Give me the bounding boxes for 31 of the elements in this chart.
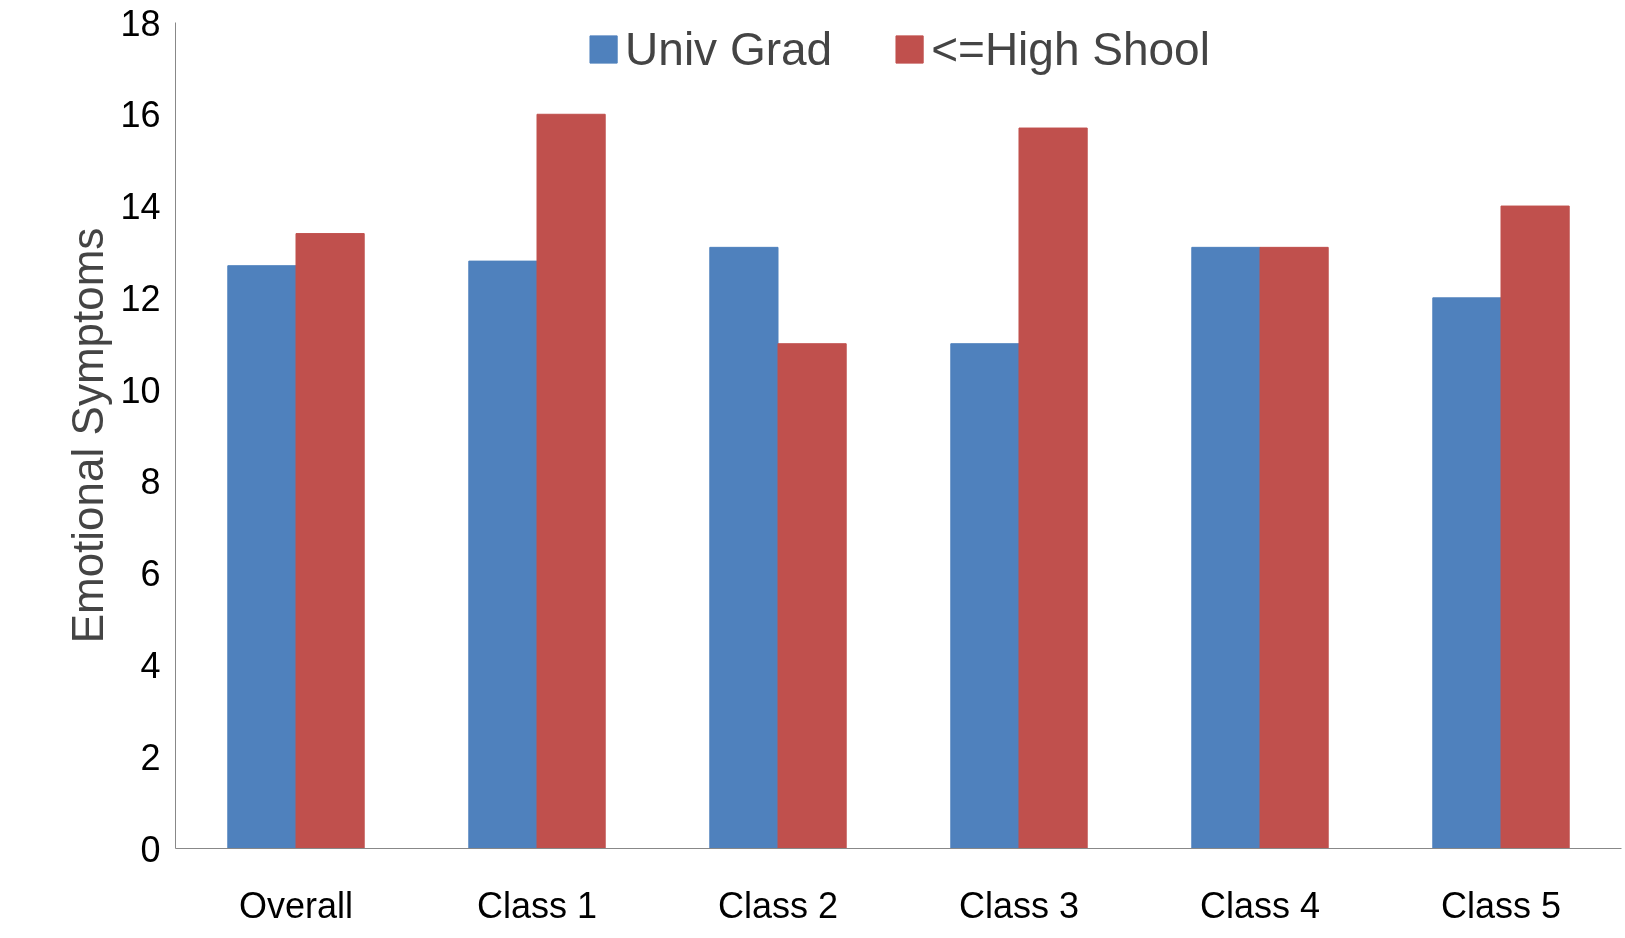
bar	[468, 260, 538, 849]
bar	[1191, 246, 1261, 849]
bar	[1018, 127, 1088, 849]
x-tick-label: Class 5	[1440, 884, 1562, 926]
legend-label: <=High Shool	[931, 22, 1210, 76]
bar	[777, 343, 847, 849]
y-tick-label: 6	[140, 553, 161, 595]
y-tick-label: 2	[140, 736, 161, 778]
x-tick-label: Class 1	[476, 884, 598, 926]
bar	[709, 246, 779, 849]
bar	[1500, 205, 1570, 849]
bar	[227, 265, 297, 849]
y-tick-label: 12	[120, 277, 161, 319]
y-axis-title: Emotional Symptoms	[63, 227, 113, 644]
bar	[1259, 246, 1329, 849]
x-tick-label: Class 3	[958, 884, 1080, 926]
y-tick-label: 10	[120, 369, 161, 411]
y-tick-label: 16	[120, 94, 161, 136]
y-tick-label: 18	[120, 2, 161, 44]
x-tick-label: Class 2	[717, 884, 839, 926]
bar	[950, 343, 1020, 849]
bar	[536, 113, 606, 849]
legend-label: Univ Grad	[625, 22, 833, 76]
y-tick-label: 0	[140, 828, 161, 870]
y-tick-label: 8	[140, 461, 161, 503]
y-tick-label: 14	[120, 186, 161, 228]
x-tick-label: Overall	[238, 884, 354, 926]
bar	[1432, 297, 1502, 849]
x-tick-label: Class 4	[1199, 884, 1321, 926]
y-tick-label: 4	[140, 644, 161, 686]
bar	[295, 233, 365, 849]
